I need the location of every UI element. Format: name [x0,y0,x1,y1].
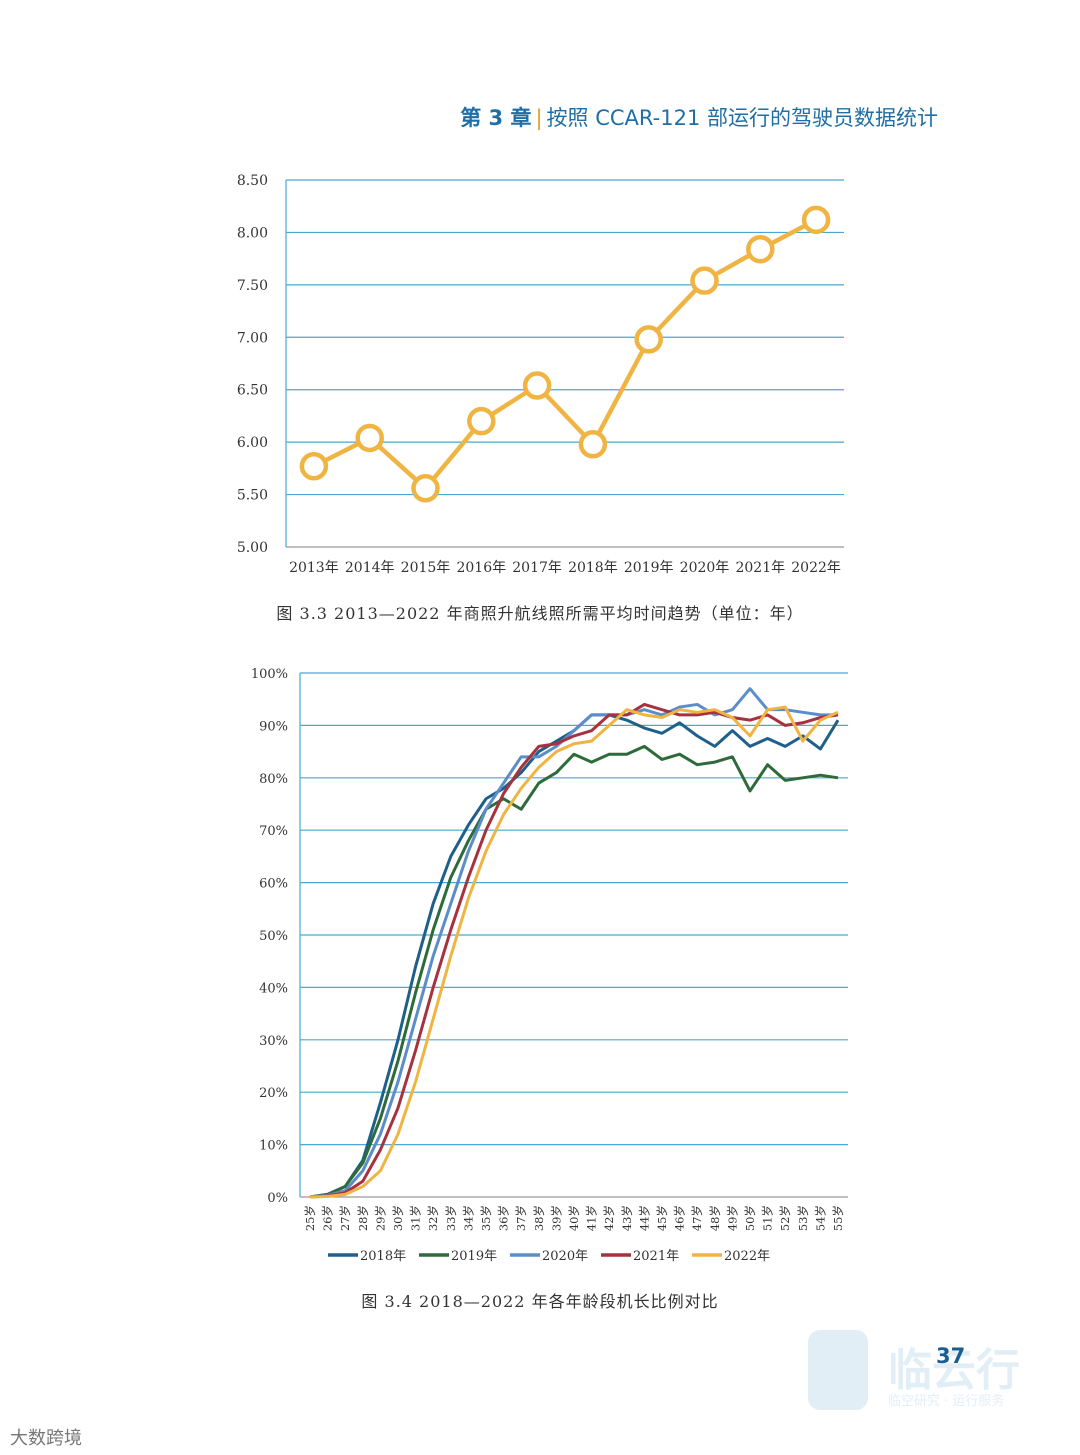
legend-label: 2022年 [724,1249,770,1264]
data-point [355,423,384,453]
data-point [411,474,440,503]
series-line-2018年 [309,713,840,1199]
x-tick-label: 2015年 [401,560,451,576]
x-tick-label: 2016年 [456,560,506,576]
y-tick-label: 50% [259,929,288,944]
series-line-2021年 [309,702,839,1199]
chart-3-4: 0%10%20%30%40%50%60%70%80%90%100%25岁 26岁 2… [251,667,848,1264]
data-point [801,205,831,235]
chapter-number: 第 3 章 [460,106,532,130]
x-tick-label: 39岁 [549,1205,563,1231]
x-tick-label: 2017年 [512,560,562,576]
x-tick-label: 50岁 [743,1205,757,1231]
series-line-2020年 [309,687,838,1199]
y-tick-label: 100% [251,667,288,682]
watermark-logo-icon [808,1330,868,1410]
data-point [522,371,552,400]
header-divider: | [535,106,543,130]
watermark-subtitle: 临空研究 · 运行服务 [888,1394,1005,1409]
x-tick-label: 54岁 [813,1205,827,1231]
series-line [312,217,818,491]
data-point [467,406,496,436]
x-tick-label: 2019年 [624,560,674,576]
y-tick-label: 40% [259,981,288,996]
x-tick-label: 35岁 [479,1205,493,1231]
y-tick-label: 20% [259,1086,288,1101]
y-tick-label: 8.00 [237,225,268,241]
x-tick-label: 53岁 [796,1205,810,1231]
x-tick-label: 49岁 [725,1205,739,1231]
x-tick-label: 46岁 [673,1205,687,1231]
x-tick-label: 48岁 [708,1205,722,1231]
x-tick-label: 47岁 [690,1205,704,1231]
x-tick-label: 31岁 [409,1205,423,1231]
x-tick-label: 30岁 [391,1205,405,1231]
y-tick-label: 8.50 [237,173,268,189]
x-tick-label: 33岁 [444,1205,458,1231]
x-tick-label: 25岁 [303,1205,317,1231]
x-tick-label: 2021年 [735,560,785,576]
x-tick-label: 45岁 [655,1205,669,1231]
chapter-title: 按照 CCAR-121 部运行的驾驶员数据统计 [546,106,938,130]
y-tick-label: 30% [259,1034,288,1049]
legend-label: 2021年 [633,1249,679,1264]
x-tick-label: 43岁 [620,1205,634,1231]
series-line-2019年 [309,744,839,1199]
x-tick-label: 36岁 [497,1205,511,1231]
data-point [299,452,329,481]
watermark: 临云行 临空研究 · 运行服务 [808,1330,1048,1415]
chart-3-3: 5.00 5.50 6.00 6.50 7.00 7.50 8.00 8.50 2013年 201… [237,173,844,576]
source-watermark: 大数跨境 [10,1428,82,1449]
x-tick-label: 42岁 [602,1205,616,1231]
page-number: 37 [936,1344,966,1368]
x-tick-label: 2022年 [791,560,841,576]
y-tick-label: 5.00 [237,540,268,556]
x-tick-label: 2014年 [345,560,395,576]
x-tick-label: 51岁 [761,1205,775,1231]
y-tick-label: 6.00 [237,435,268,451]
x-tick-label: 26岁 [321,1205,335,1231]
y-tick-label: 7.50 [237,278,268,294]
y-tick-label: 0% [267,1191,288,1206]
legend-label: 2019年 [451,1249,497,1264]
data-point [578,429,608,459]
series-line-2022年 [309,705,839,1199]
x-tick-label: 27岁 [338,1205,352,1231]
x-tick-label: 32岁 [426,1205,440,1231]
y-tick-label: 10% [259,1139,288,1154]
x-tick-label: 2013年 [289,560,339,576]
data-point [690,266,719,295]
x-tick-label: 2018年 [568,560,618,576]
x-tick-label: 41岁 [585,1205,599,1231]
x-tick-label: 29岁 [373,1205,387,1231]
y-tick-label: 60% [259,877,288,892]
data-point [746,234,775,264]
watermark-title: 临云行 [888,1345,1020,1396]
caption-3-3: 图 3.3 2013—2022 年商照升航线照所需平均时间趋势（单位：年） [276,604,804,623]
legend-label: 2020年 [542,1249,588,1264]
x-tick-label: 40岁 [567,1205,581,1231]
x-tick-label: 44岁 [637,1205,651,1231]
x-tick-label: 55岁 [831,1205,845,1231]
legend-label: 2018年 [360,1249,406,1264]
y-tick-label: 80% [259,772,288,787]
data-point [634,325,663,354]
caption-3-4: 图 3.4 2018—2022 年各年龄段机长比例对比 [361,1292,719,1311]
x-tick-label: 52岁 [778,1205,792,1231]
y-tick-label: 6.50 [237,383,268,399]
x-tick-label: 38岁 [532,1205,546,1231]
y-tick-label: 5.50 [237,488,268,504]
x-tick-label: 28岁 [356,1205,370,1231]
x-tick-label: 2020年 [680,560,730,576]
x-tick-label: 34岁 [461,1205,475,1231]
y-tick-label: 90% [259,719,288,734]
y-tick-label: 70% [259,824,288,839]
x-tick-label: 37岁 [514,1205,528,1231]
y-tick-label: 7.00 [237,330,268,346]
chapter-header: 第 3 章 | 按照 CCAR-121 部运行的驾驶员数据统计 [460,102,938,132]
